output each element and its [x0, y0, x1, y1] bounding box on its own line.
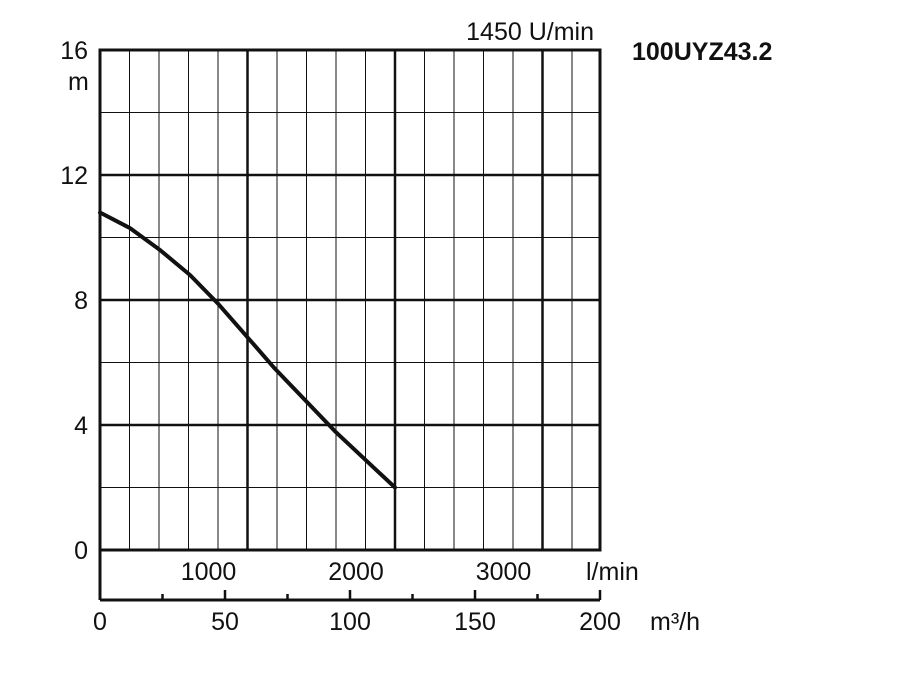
m3h-tick-label: 0: [93, 608, 107, 636]
plot-frame: [98, 48, 602, 552]
m3h-tick-label: 200: [579, 608, 621, 636]
m3h-tick-label: 150: [454, 608, 496, 636]
head-curve: [98, 210, 397, 490]
speed-label: 1450 U/min: [466, 18, 594, 46]
m3h-tick-label: 100: [329, 608, 371, 636]
m3h-unit-label: m³/h: [650, 608, 700, 636]
y-tick-label: 0: [74, 537, 88, 565]
model-label: 100UYZ43.2: [632, 38, 772, 66]
y-tick-label: 4: [74, 412, 88, 440]
grid: [100, 50, 600, 550]
lmin-tick-label: 2000: [328, 558, 384, 586]
lmin-tick-label: 1000: [181, 558, 237, 586]
y-tick-label: 16: [60, 37, 88, 65]
lower-ticks: [98, 590, 602, 600]
y-unit-label: m: [68, 68, 89, 96]
m3h-tick-label: 50: [211, 608, 239, 636]
axis-labels: 0 4 8 12 16 1000 2000 3000 0 50 100 150 200: [60, 37, 621, 636]
y-tick-label: 8: [74, 287, 88, 315]
lmin-tick-label: 3000: [476, 558, 532, 586]
lmin-unit-label: l/min: [586, 558, 639, 586]
y-tick-label: 12: [60, 162, 88, 190]
